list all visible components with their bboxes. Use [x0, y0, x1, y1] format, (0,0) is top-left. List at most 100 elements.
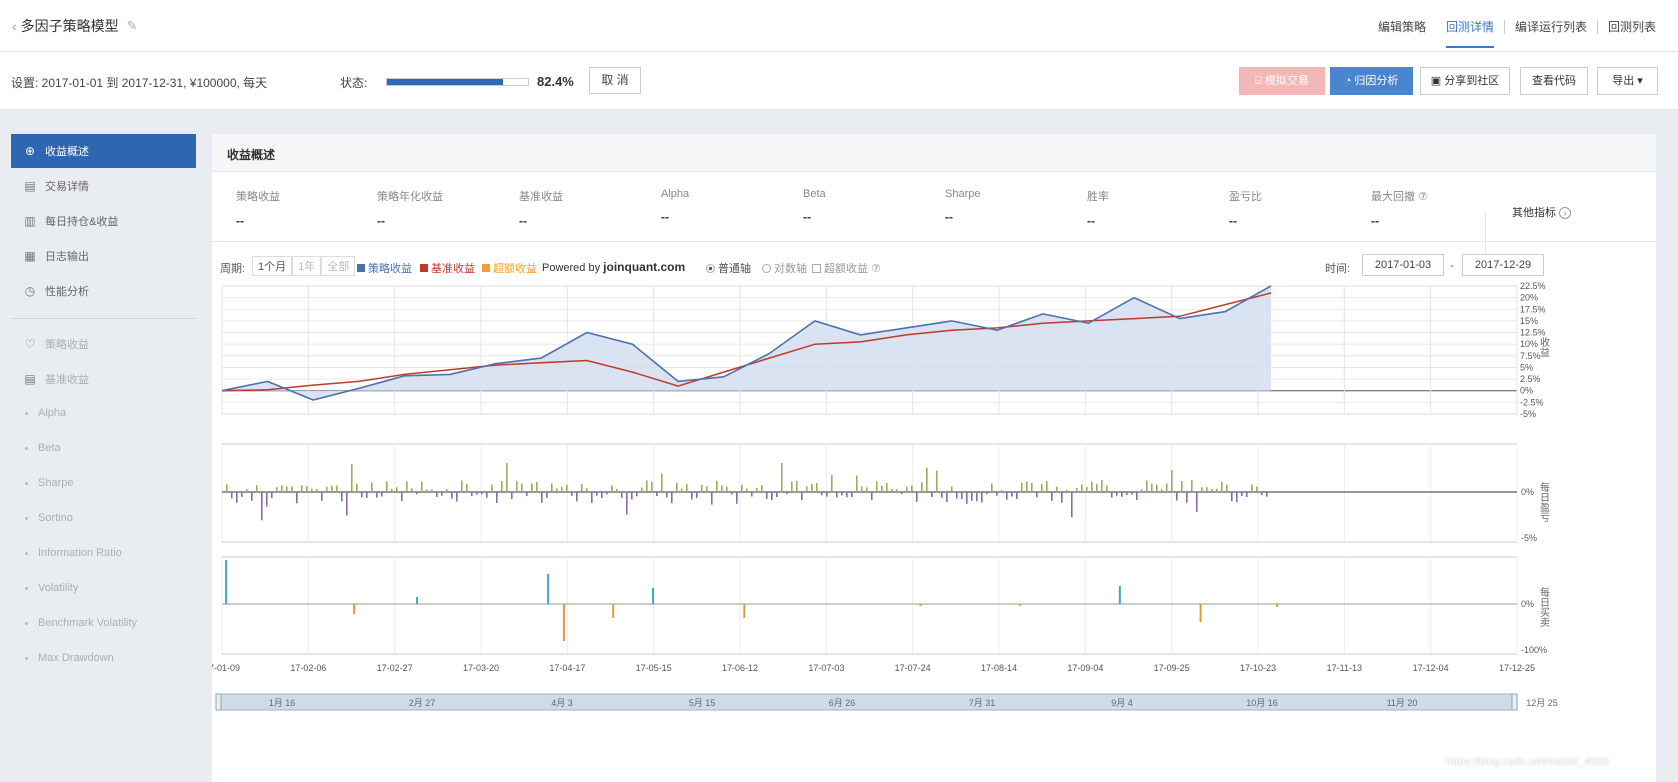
- metric-label: 最大回撤 ⑦: [1371, 191, 1428, 203]
- daily-pnl-bar: [1221, 481, 1223, 492]
- daily-pnl-bar: [951, 486, 953, 492]
- daily-pnl-bar: [471, 492, 473, 497]
- daily-pnl-bar: [1236, 492, 1238, 503]
- daily-pnl-bar: [726, 486, 728, 492]
- axis-normal-radio[interactable]: 普通轴: [706, 260, 751, 276]
- nav-backtest-detail[interactable]: 回测详情: [1436, 0, 1504, 52]
- daily-pnl-bar: [736, 492, 738, 504]
- sidebar-item-sharpe[interactable]: Sharpe: [11, 466, 196, 500]
- sidebar-item-label: Information Ratio: [38, 547, 122, 559]
- sidebar-item-benchmark-volatility[interactable]: Benchmark Volatility: [11, 606, 196, 640]
- log-icon: ▦: [24, 249, 36, 263]
- sidebar-item-sortino[interactable]: Sortino: [11, 501, 196, 535]
- status-label: 状态:: [340, 76, 368, 90]
- daily-pnl-bar: [496, 492, 498, 503]
- daily-pnl-bar: [271, 492, 273, 499]
- mid-y-tick-label: -5%: [1521, 533, 1537, 543]
- excess-checkbox[interactable]: 超额收益 ⑦: [812, 260, 881, 276]
- navigator-left-handle[interactable]: [215, 693, 222, 711]
- daily-pnl-bar: [811, 484, 813, 492]
- sidebar-item-max-drawdown[interactable]: Max Drawdown: [11, 641, 196, 675]
- legend-excess[interactable]: 超额收益: [482, 260, 537, 276]
- sidebar-item-information-ratio[interactable]: Information Ratio: [11, 536, 196, 570]
- daily-pnl-bar: [581, 484, 583, 492]
- more-metrics-link[interactable]: 其他指标 ›: [1512, 204, 1571, 220]
- x-axis-ticks: 17-01-09 17-02-06 17-02-27 17-03-20 17-04-17…: [212, 663, 1535, 673]
- edit-pencil-icon[interactable]: ✎: [126, 18, 138, 33]
- chevron-right-icon: ›: [1559, 207, 1571, 219]
- back-chevron-icon[interactable]: ‹: [12, 18, 17, 34]
- daily-pnl-bar: [596, 492, 598, 496]
- daily-pnl-bar: [1091, 481, 1093, 492]
- cancel-button[interactable]: 取 消: [589, 67, 641, 94]
- export-dropdown[interactable]: 导出 ▾: [1597, 67, 1658, 95]
- sidebar-item-trades[interactable]: ▤ 交易详情: [11, 169, 196, 203]
- daily-pnl-bar: [751, 492, 753, 497]
- legend-strategy[interactable]: 策略收益: [357, 260, 412, 276]
- sidebar-item-label: Benchmark Volatility: [38, 617, 138, 629]
- simulate-trade-button[interactable]: ⌸ 模拟交易: [1239, 67, 1325, 95]
- x-tick-label: 17-12-04: [1413, 663, 1449, 673]
- daily-pnl-bar: [636, 492, 638, 497]
- sidebar-item-beta[interactable]: Beta: [11, 431, 196, 465]
- excess-label: 超额收益 ⑦: [824, 263, 881, 275]
- daily-pnl-bar: [1186, 492, 1188, 503]
- navigator-label: 10月 16: [1246, 698, 1278, 708]
- axis-normal-label: 普通轴: [718, 263, 751, 275]
- sidebar-item-positions[interactable]: ▥ 每日持仓&收益: [11, 204, 196, 238]
- daily-pnl-bar: [446, 489, 448, 492]
- factor-analysis-button[interactable]: ◔ 归因分析: [1330, 67, 1413, 95]
- daily-pnl-bar: [501, 480, 503, 492]
- nav-compile-list[interactable]: 编译运行列表: [1514, 20, 1587, 34]
- daily-trade-bar: [743, 604, 746, 618]
- sidebar-item-label: 交易详情: [45, 181, 89, 193]
- sidebar-item-performance[interactable]: ◷ 性能分析: [11, 274, 196, 308]
- daily-pnl-bar: [821, 492, 823, 496]
- daily-trade-bar: [416, 597, 419, 604]
- daily-pnl-bar: [1081, 484, 1083, 492]
- x-tick-label: 17-02-27: [377, 663, 413, 673]
- sidebar-item-overview[interactable]: ⊕ 收益概述: [11, 134, 196, 168]
- metric-label: 基准收益: [519, 191, 563, 203]
- main-y-tick-label: 22.5%: [1520, 282, 1546, 291]
- range-1-month[interactable]: 1个月: [252, 256, 293, 276]
- date-to-input[interactable]: 2017-12-29: [1462, 254, 1544, 276]
- legend-benchmark[interactable]: 基准收益: [420, 260, 475, 276]
- metric-value: --: [661, 210, 669, 224]
- range-1-year[interactable]: 1年: [292, 256, 322, 276]
- left-sidebar: ⊕ 收益概述 ▤ 交易详情 ▥ 每日持仓&收益 ▦ 日志输出 ◷ 性能分析 ♡ 策略收益 ▤…: [11, 134, 196, 782]
- daily-pnl-bar: [1141, 489, 1143, 492]
- date-from-input[interactable]: 2017-01-03: [1362, 254, 1444, 276]
- sidebar-item-volatility[interactable]: Volatility: [11, 571, 196, 605]
- daily-pnl-bar: [641, 487, 643, 492]
- main-y-tick-label: 12.5%: [1520, 328, 1546, 338]
- top-nav: 编辑策略 回测详情 编译运行列表 回测列表: [1368, 0, 1666, 52]
- brand-link[interactable]: joinquant.com: [603, 260, 686, 274]
- daily-pnl-bar: [366, 492, 368, 498]
- daily-pnl-bar: [1106, 485, 1108, 492]
- navigator-right-handle[interactable]: [1511, 693, 1518, 711]
- share-community-button[interactable]: ▣ 分享到社区: [1420, 67, 1510, 95]
- daily-pnl-bar: [241, 492, 243, 497]
- daily-pnl-bar: [276, 487, 278, 492]
- view-code-button[interactable]: 查看代码: [1520, 67, 1588, 95]
- sidebar-item-alpha[interactable]: Alpha: [11, 396, 196, 430]
- x-tick-label: 17-10-23: [1240, 663, 1276, 673]
- sidebar-item-benchmark-return[interactable]: ▤ 基准收益: [11, 362, 196, 396]
- range-all[interactable]: 全部: [321, 256, 356, 276]
- daily-pnl-bar: [566, 484, 568, 492]
- nav-edit-strategy[interactable]: 编辑策略: [1377, 20, 1426, 34]
- daily-pnl-bar: [396, 487, 398, 492]
- checkbox-icon: [812, 264, 821, 273]
- daily-pnl-bar: [931, 492, 933, 498]
- daily-pnl-bar: [786, 492, 788, 495]
- axis-log-radio[interactable]: 对数轴: [762, 260, 807, 276]
- daily-pnl-bar: [601, 492, 603, 499]
- sidebar-item-logs[interactable]: ▦ 日志输出: [11, 239, 196, 273]
- time-label: 时间:: [1325, 263, 1351, 275]
- nav-backtest-list[interactable]: 回测列表: [1607, 20, 1656, 34]
- daily-pnl-bar: [411, 488, 413, 492]
- sidebar-item-strategy-return[interactable]: ♡ 策略收益: [11, 327, 196, 361]
- returns-chart[interactable]: 22.5%20%17.5%15%12.5%10%7.5%5%2.5%0%-2.5…: [212, 282, 1656, 782]
- daily-pnl-bar: [491, 484, 493, 492]
